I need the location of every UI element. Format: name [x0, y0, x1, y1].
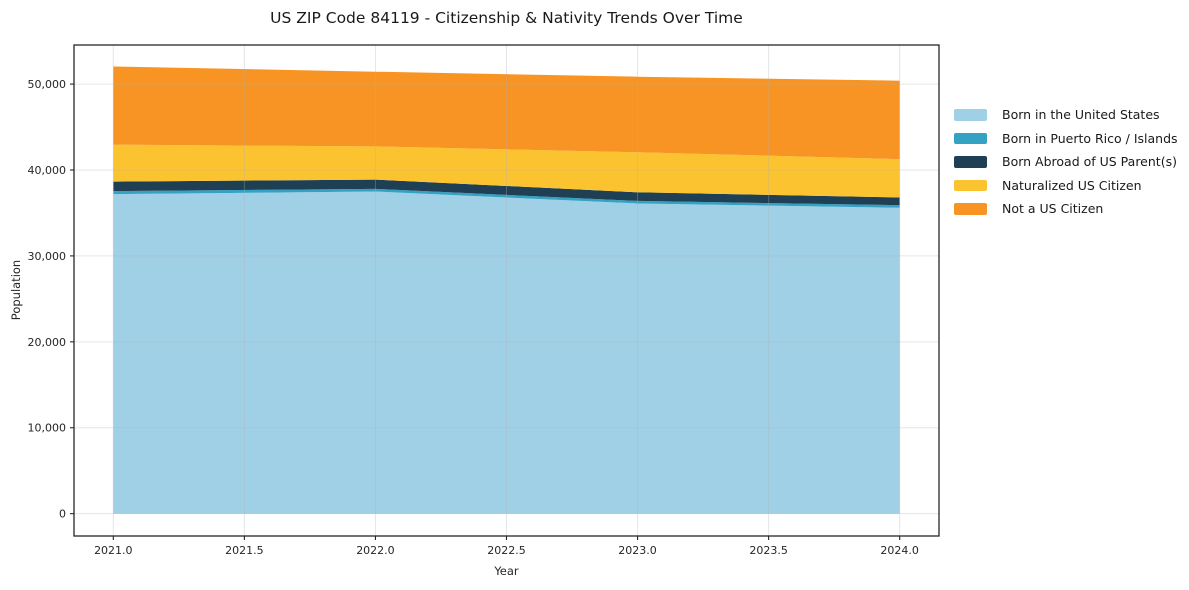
legend-item-3: Naturalized US Citizen	[954, 174, 1178, 198]
legend-item-label: Not a US Citizen	[1002, 201, 1104, 217]
x-axis-label: Year	[494, 564, 519, 578]
x-tick-label: 2021.0	[94, 544, 133, 557]
legend-swatch	[954, 109, 987, 121]
x-tick-label: 2023.0	[618, 544, 657, 557]
area-series-0	[113, 191, 900, 514]
y-tick-label: 0	[59, 508, 66, 521]
x-tick-label: 2022.0	[356, 544, 395, 557]
area-series-3	[113, 144, 900, 198]
legend-item-label: Born Abroad of US Parent(s)	[1002, 154, 1177, 170]
y-tick-label: 20,000	[28, 336, 67, 349]
x-tick-label: 2022.5	[487, 544, 526, 557]
legend-item-4: Not a US Citizen	[954, 197, 1178, 221]
legend-swatch	[954, 132, 987, 144]
legend-swatch	[954, 156, 987, 168]
legend-swatch	[954, 203, 987, 215]
x-tick-label: 2023.5	[749, 544, 788, 557]
legend-item-2: Born Abroad of US Parent(s)	[954, 150, 1178, 174]
y-tick-label: 50,000	[28, 78, 67, 91]
chart-title: US ZIP Code 84119 - Citizenship & Nativi…	[270, 9, 743, 27]
legend-item-1: Born in Puerto Rico / Islands	[954, 127, 1178, 151]
x-tick-label: 2021.5	[225, 544, 264, 557]
y-tick-label: 40,000	[28, 164, 67, 177]
legend: Born in the United States Born in Puerto …	[954, 103, 1178, 221]
legend-swatch	[954, 179, 987, 191]
area-series-4	[113, 66, 900, 160]
legend-item-label: Born in Puerto Rico / Islands	[1002, 130, 1178, 146]
area-series-2	[113, 179, 900, 206]
legend-item-label: Born in the United States	[1002, 107, 1160, 123]
x-tick-label: 2024.0	[880, 544, 919, 557]
y-tick-label: 10,000	[28, 422, 67, 435]
legend-item-label: Naturalized US Citizen	[1002, 177, 1142, 193]
y-axis-label: Population	[9, 259, 23, 321]
area-series-1	[113, 188, 900, 208]
legend-item-0: Born in the United States	[954, 103, 1178, 127]
y-tick-label: 30,000	[28, 250, 67, 263]
